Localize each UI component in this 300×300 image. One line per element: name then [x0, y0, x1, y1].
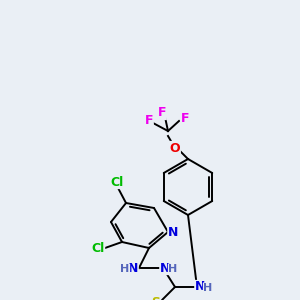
Text: N: N	[168, 226, 178, 238]
Text: H: H	[168, 264, 178, 274]
Text: Cl: Cl	[110, 176, 124, 188]
Text: F: F	[181, 112, 189, 124]
Text: N: N	[160, 262, 170, 275]
Text: H: H	[203, 283, 213, 293]
Text: F: F	[158, 106, 166, 119]
Text: H: H	[120, 264, 130, 274]
Text: N: N	[128, 262, 138, 275]
Text: F: F	[145, 113, 153, 127]
Text: N: N	[195, 280, 205, 293]
Text: Cl: Cl	[92, 242, 105, 254]
Text: O: O	[170, 142, 180, 154]
Text: S: S	[152, 296, 160, 300]
